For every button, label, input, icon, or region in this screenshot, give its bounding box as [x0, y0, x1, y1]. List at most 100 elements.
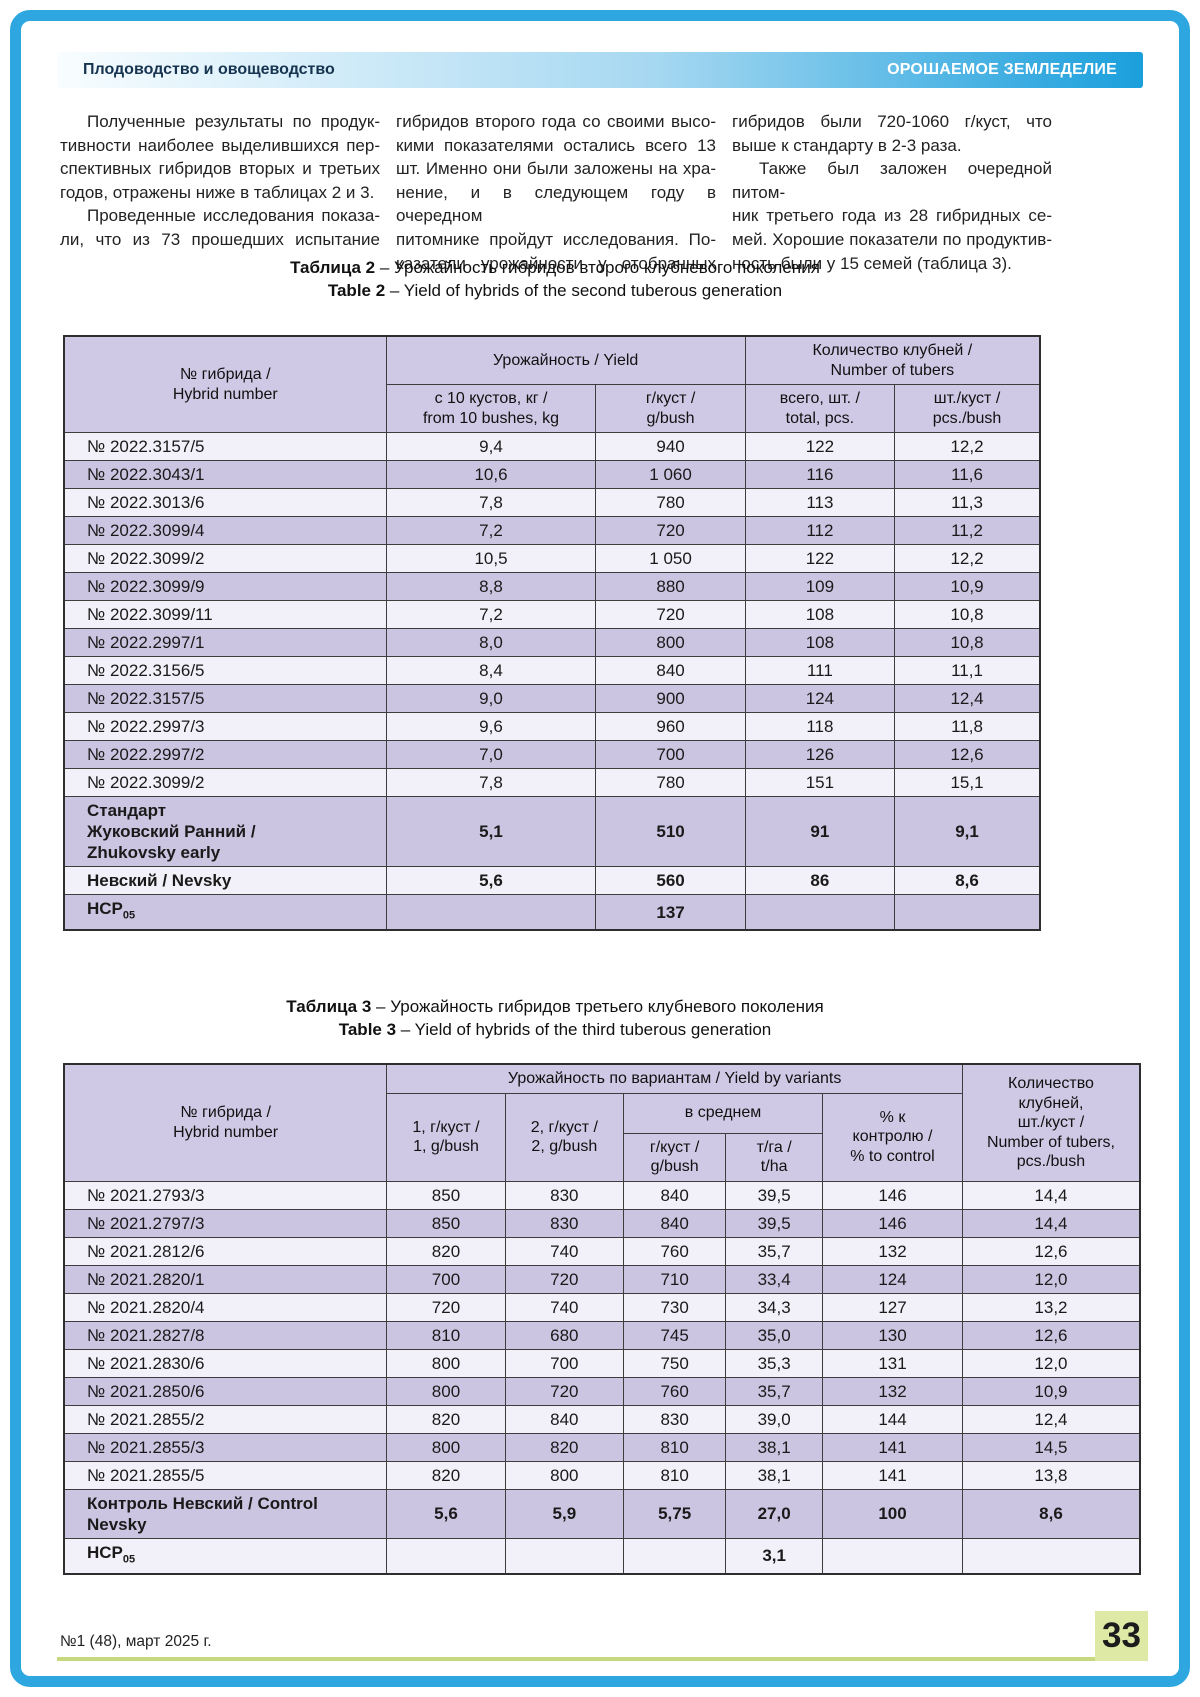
table3-caption: Таблица 3 – Урожайность гибридов третьег…: [60, 995, 1050, 1041]
value-cell: [504, 1537, 625, 1575]
t3-header-variant1: 1, г/куст / 1, g/bush: [386, 1092, 506, 1182]
value-cell: 780: [595, 488, 746, 517]
text-line: нение, и в следующем году в очередном: [396, 182, 716, 226]
table3-caption-ru-text: – Урожайность гибридов третьего клубнево…: [371, 997, 824, 1016]
t2-header-total-pcs: всего, шт. / total, pcs.: [744, 384, 896, 433]
t3-header-avg-t-per-ha: т/га / t/ha: [725, 1132, 824, 1182]
text-line: спективных гибридов вторых и третьих: [60, 159, 380, 179]
hybrid-name-cell: № 2021.2855/2: [63, 1404, 388, 1434]
hybrid-name-cell: № 2022.3013/6: [63, 488, 387, 517]
table2-caption-ru-label: Таблица 2: [290, 258, 376, 277]
table-row: № 2022.3043/1 10,6 1 060 116 11,6: [63, 460, 1041, 489]
hybrid-name-cell: Стандарт Жуковский Ранний / Zhukovsky ea…: [63, 796, 387, 867]
value-cell: 86: [744, 866, 896, 895]
intro-text: Полученные результаты по продук-тивности…: [60, 110, 1052, 275]
value-cell: 118: [744, 712, 896, 741]
value-cell: 510: [595, 796, 746, 867]
value-cell: 680: [504, 1320, 625, 1350]
value-cell: 7,0: [385, 740, 597, 769]
value-cell: 10,6: [385, 460, 597, 489]
table-row: Контроль Невский / Control Nevsky 5,6 5,9 5…: [63, 1488, 1141, 1539]
value-cell: 940: [595, 432, 746, 461]
value-cell: 27,0: [725, 1488, 824, 1539]
hybrid-name-cell: № 2022.3157/5: [63, 432, 387, 461]
hybrid-name-cell: № 2021.2812/6: [63, 1236, 388, 1266]
value-cell: 560: [595, 866, 746, 895]
text-line: ность были у 15 семей (таблица 3).: [732, 253, 1012, 273]
value-cell: 11,8: [894, 712, 1041, 741]
hybrid-name-cell: Невский / Nevsky: [63, 866, 387, 895]
text-line: тивности наиболее выделившихся пер-: [60, 135, 380, 155]
value-cell: 700: [595, 740, 746, 769]
t3-header-avg-g-per-bush: г/куст / g/bush: [623, 1132, 727, 1182]
value-cell: 830: [504, 1180, 625, 1210]
value-cell: 10,5: [385, 544, 597, 573]
value-cell: 100: [822, 1488, 963, 1539]
value-cell: 141: [822, 1460, 963, 1490]
text-line: ник третьего года из 28 гибридных се-: [732, 206, 1052, 226]
value-cell: 35,7: [725, 1236, 824, 1266]
value-cell: 810: [623, 1460, 727, 1490]
value-cell: 38,1: [725, 1460, 824, 1490]
value-cell: 800: [386, 1376, 506, 1406]
value-cell: 8,6: [961, 1488, 1141, 1539]
table-row: № 2021.2820/4 720 740 730 34,3 127 13,2: [63, 1292, 1141, 1322]
value-cell: 144: [822, 1404, 963, 1434]
value-cell: 720: [595, 600, 746, 629]
value-cell: 11,2: [894, 516, 1041, 545]
hybrid-name-cell: № 2021.2830/6: [63, 1348, 388, 1378]
table2-caption-en-text: – Yield of hybrids of the second tuberou…: [385, 281, 783, 300]
hybrid-name-cell: Контроль Невский / Control Nevsky: [63, 1488, 388, 1539]
value-cell: 112: [744, 516, 896, 545]
value-cell: 11,1: [894, 656, 1041, 685]
t3-header-tubers: Количество клубней, шт./куст / Number of…: [961, 1063, 1141, 1182]
table2-caption-ru-text: – Урожайность гибридов второго клубневог…: [375, 258, 820, 277]
table-row: № 2022.3013/6 7,8 780 113 11,3: [63, 488, 1041, 517]
footer-rule: [57, 1657, 1095, 1661]
value-cell: 760: [623, 1376, 727, 1406]
hybrid-name-cell: НСР05: [63, 1537, 388, 1575]
table-row: № 2022.3099/9 8,8 880 109 10,9: [63, 572, 1041, 601]
table-row: НСР05 3,1: [63, 1537, 1141, 1575]
t3-header-percent-to-control: % к контролю / % to control: [822, 1092, 963, 1182]
value-cell: 124: [744, 684, 896, 713]
hybrid-name-cell: № 2021.2855/5: [63, 1460, 388, 1490]
value-cell: 800: [504, 1460, 625, 1490]
section-label-left: Плодоводство и овощеводство: [83, 61, 335, 78]
value-cell: 108: [744, 600, 896, 629]
table-row: № 2021.2820/1 700 720 710 33,4 124 12,0: [63, 1264, 1141, 1294]
value-cell: 12,0: [961, 1348, 1141, 1378]
t3-header-hybrid: № гибрида / Hybrid number: [63, 1063, 388, 1182]
table2-caption-ru: Таблица 2 – Урожайность гибридов второго…: [60, 256, 1050, 279]
value-cell: 7,8: [385, 488, 597, 517]
text-line: Также был заложен очередной питом-: [732, 159, 1052, 202]
value-cell: [894, 894, 1041, 931]
text-line: годов, отражены ниже в таблицах 2 и 3.: [60, 182, 375, 202]
value-cell: 14,5: [961, 1432, 1141, 1462]
hybrid-name-cell: № 2021.2850/6: [63, 1376, 388, 1406]
table-row: НСР05 137: [63, 894, 1041, 931]
value-cell: 12,4: [961, 1404, 1141, 1434]
value-cell: 5,75: [623, 1488, 727, 1539]
text-line: Проведенные исследования показа-: [87, 206, 380, 226]
value-cell: 12,6: [894, 740, 1041, 769]
text-line: гибридов были 720-1060 г/куст, что: [732, 112, 1052, 131]
table-row: № 2021.2827/8 810 680 745 35,0 130 12,6: [63, 1320, 1141, 1350]
value-cell: 130: [822, 1320, 963, 1350]
page-number: 33: [1095, 1611, 1148, 1661]
value-cell: 745: [623, 1320, 727, 1350]
value-cell: 5,6: [386, 1488, 506, 1539]
value-cell: 39,5: [725, 1180, 824, 1210]
value-cell: 720: [504, 1264, 625, 1294]
value-cell: 7,8: [385, 768, 597, 797]
table3-caption-en-text: – Yield of hybrids of the third tuberous…: [396, 1020, 772, 1039]
value-cell: 5,1: [385, 796, 597, 867]
text-line: Полученные результаты по продук-: [87, 112, 380, 131]
value-cell: [822, 1537, 963, 1575]
table-row: № 2022.3099/2 10,5 1 050 122 12,2: [63, 544, 1041, 573]
value-cell: 14,4: [961, 1180, 1141, 1210]
value-cell: 127: [822, 1292, 963, 1322]
value-cell: [386, 1537, 506, 1575]
table3-caption-ru: Таблица 3 – Урожайность гибридов третьег…: [60, 995, 1050, 1018]
text-line: шт. Именно они были заложены на хра-: [396, 159, 716, 179]
